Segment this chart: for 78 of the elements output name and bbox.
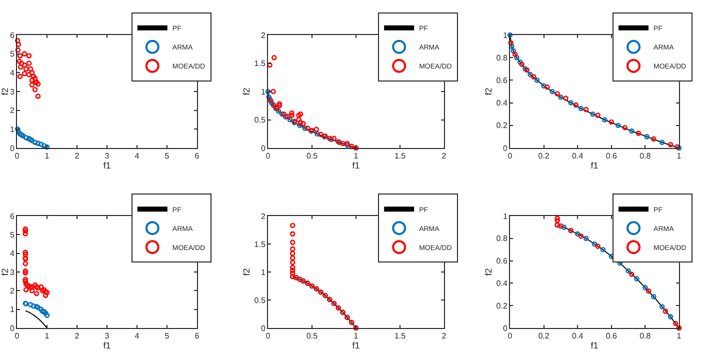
x-tick-label: 0.4 xyxy=(572,332,584,341)
x-tick-label: 2 xyxy=(74,152,80,161)
x-tick-label: 4 xyxy=(134,152,140,161)
y-tick-label: 2 xyxy=(260,30,266,40)
y-axis-title: f2 xyxy=(0,268,10,276)
y-tick-label: 2 xyxy=(10,106,15,116)
x-tick-label: 0.4 xyxy=(572,152,584,161)
x-tick-label: 0.5 xyxy=(306,332,318,341)
y-tick-label: 1 xyxy=(10,124,15,134)
y-tick-label: 0 xyxy=(502,324,508,333)
y-axis-title: f2 xyxy=(484,88,494,96)
y-tick-label: 0 xyxy=(10,324,15,333)
x-tick-label: 0.2 xyxy=(538,332,550,341)
x-tick-label: 6 xyxy=(194,152,200,161)
x-tick-label: 1 xyxy=(44,152,50,161)
x-tick-label: 0.2 xyxy=(538,152,550,161)
x-tick-label: 1 xyxy=(354,332,359,341)
x-tick-label: 1 xyxy=(676,332,682,341)
x-axis-title: f1 xyxy=(352,160,360,171)
y-tick-label: 0.5 xyxy=(254,296,266,305)
x-axis-title: f1 xyxy=(590,160,598,170)
y-axis-title: f2 xyxy=(242,268,252,276)
y-tick-label: 1 xyxy=(260,268,266,277)
x-axis-title: f1 xyxy=(352,340,360,351)
x-tick-label: 1 xyxy=(354,152,359,161)
x-tick-label: 3 xyxy=(104,152,110,161)
x-tick-label: 4 xyxy=(134,332,140,341)
x-tick-label: 3 xyxy=(104,332,110,341)
y-tick-label: 3 xyxy=(10,268,15,277)
x-axis-title: f1 xyxy=(590,340,598,350)
x-tick-label: 0.8 xyxy=(640,332,652,341)
y-tick-label: 0 xyxy=(10,144,15,153)
x-tick-label: 6 xyxy=(194,332,200,341)
x-tick-label: 5 xyxy=(164,152,170,161)
y-tick-label: 5 xyxy=(10,50,15,59)
x-tick-label: 2 xyxy=(442,332,447,341)
y-tick-label: 0.6 xyxy=(496,76,508,85)
y-tick-label: 1.5 xyxy=(254,240,266,249)
y-tick-label: 0.5 xyxy=(254,116,266,125)
y-tick-label: 1 xyxy=(502,212,508,221)
y-tick-label: 1.5 xyxy=(254,59,266,68)
y-tick-label: 4 xyxy=(10,249,15,258)
y-tick-label: 2 xyxy=(10,286,15,296)
y-tick-label: 5 xyxy=(10,230,15,240)
y-tick-label: 0.4 xyxy=(496,279,508,288)
x-axis-title: f1 xyxy=(103,340,111,351)
x-tick-label: 0.8 xyxy=(640,152,652,161)
x-tick-label: 2 xyxy=(74,332,80,341)
y-axis-title: f2 xyxy=(484,268,494,276)
x-tick-label: 5 xyxy=(164,332,170,341)
x-tick-label: 1.5 xyxy=(394,332,406,341)
x-tick-label: 0.5 xyxy=(306,152,318,161)
x-tick-label: 0.6 xyxy=(606,152,618,161)
y-tick-label: 0.2 xyxy=(496,121,508,130)
x-tick-label: 1 xyxy=(44,332,50,341)
x-tick-label: 1 xyxy=(676,152,682,161)
y-axis-title: f2 xyxy=(0,88,10,96)
y-tick-label: 0.6 xyxy=(496,256,508,266)
y-tick-label: 1 xyxy=(10,305,15,314)
y-axis-title: f2 xyxy=(242,88,252,96)
y-tick-label: 0.8 xyxy=(496,53,508,62)
x-axis-title: f1 xyxy=(103,160,111,171)
y-tick-label: 0.2 xyxy=(496,301,508,310)
y-tick-label: 1 xyxy=(502,30,508,40)
y-tick-label: 4 xyxy=(10,68,15,78)
y-tick-label: 6 xyxy=(10,30,15,40)
y-tick-label: 0 xyxy=(260,324,266,333)
y-tick-label: 2 xyxy=(260,212,266,221)
x-tick-label: 2 xyxy=(442,152,447,161)
x-tick-label: 1.5 xyxy=(394,152,406,161)
y-tick-label: 3 xyxy=(10,87,15,96)
y-tick-label: 0 xyxy=(260,144,266,153)
y-tick-label: 0.8 xyxy=(496,234,508,244)
y-tick-label: 6 xyxy=(10,212,15,221)
x-tick-label: 0.6 xyxy=(606,332,618,341)
y-tick-label: 1 xyxy=(260,87,266,96)
y-tick-label: 0 xyxy=(502,144,508,153)
y-tick-label: 0.4 xyxy=(496,98,508,108)
